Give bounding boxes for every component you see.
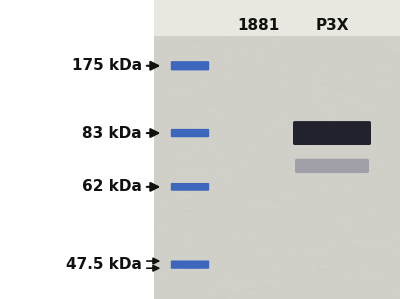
FancyBboxPatch shape — [342, 193, 358, 195]
FancyBboxPatch shape — [372, 162, 376, 164]
FancyBboxPatch shape — [245, 203, 260, 204]
FancyBboxPatch shape — [178, 170, 185, 171]
FancyBboxPatch shape — [172, 196, 175, 197]
FancyBboxPatch shape — [196, 120, 202, 121]
Text: 83 kDa: 83 kDa — [82, 126, 142, 141]
FancyBboxPatch shape — [219, 180, 233, 181]
FancyBboxPatch shape — [377, 163, 381, 164]
FancyBboxPatch shape — [390, 46, 397, 48]
Text: 1881: 1881 — [237, 18, 279, 33]
Text: P3X: P3X — [315, 18, 349, 33]
FancyBboxPatch shape — [295, 159, 369, 173]
FancyBboxPatch shape — [239, 288, 255, 290]
Text: 175 kDa: 175 kDa — [72, 58, 142, 73]
FancyBboxPatch shape — [220, 285, 232, 286]
FancyBboxPatch shape — [301, 108, 314, 110]
FancyBboxPatch shape — [341, 222, 348, 225]
FancyBboxPatch shape — [364, 278, 372, 280]
FancyBboxPatch shape — [333, 88, 347, 89]
FancyBboxPatch shape — [310, 248, 323, 251]
FancyBboxPatch shape — [167, 290, 171, 291]
FancyBboxPatch shape — [171, 260, 209, 269]
FancyBboxPatch shape — [343, 167, 346, 169]
FancyBboxPatch shape — [316, 269, 326, 271]
FancyBboxPatch shape — [157, 229, 167, 230]
FancyBboxPatch shape — [360, 243, 373, 244]
FancyBboxPatch shape — [171, 183, 209, 191]
FancyBboxPatch shape — [360, 170, 364, 172]
FancyBboxPatch shape — [391, 49, 400, 50]
FancyBboxPatch shape — [325, 119, 338, 120]
FancyBboxPatch shape — [287, 233, 296, 235]
FancyBboxPatch shape — [378, 245, 386, 247]
FancyBboxPatch shape — [165, 256, 176, 257]
FancyBboxPatch shape — [207, 149, 212, 151]
FancyBboxPatch shape — [347, 101, 362, 103]
FancyBboxPatch shape — [393, 232, 400, 233]
FancyBboxPatch shape — [309, 83, 322, 84]
FancyBboxPatch shape — [318, 41, 322, 42]
FancyBboxPatch shape — [256, 61, 260, 64]
FancyBboxPatch shape — [173, 92, 181, 94]
FancyBboxPatch shape — [187, 210, 197, 212]
FancyBboxPatch shape — [365, 238, 372, 240]
FancyBboxPatch shape — [267, 285, 272, 287]
FancyBboxPatch shape — [154, 0, 400, 36]
FancyBboxPatch shape — [356, 137, 364, 139]
Text: 62 kDa: 62 kDa — [82, 179, 142, 194]
Text: 47.5 kDa: 47.5 kDa — [66, 257, 142, 272]
FancyBboxPatch shape — [352, 198, 355, 199]
FancyBboxPatch shape — [268, 283, 278, 284]
FancyBboxPatch shape — [356, 281, 359, 282]
FancyBboxPatch shape — [249, 236, 253, 238]
FancyBboxPatch shape — [180, 195, 192, 197]
FancyBboxPatch shape — [235, 288, 247, 290]
FancyBboxPatch shape — [154, 0, 400, 299]
FancyBboxPatch shape — [219, 59, 233, 60]
FancyBboxPatch shape — [296, 291, 299, 293]
FancyBboxPatch shape — [374, 85, 386, 87]
FancyBboxPatch shape — [215, 115, 218, 117]
FancyBboxPatch shape — [187, 269, 193, 270]
FancyBboxPatch shape — [188, 91, 193, 92]
FancyBboxPatch shape — [346, 221, 350, 222]
FancyBboxPatch shape — [171, 61, 209, 70]
FancyBboxPatch shape — [274, 125, 286, 126]
FancyBboxPatch shape — [290, 252, 297, 254]
FancyBboxPatch shape — [320, 83, 333, 85]
FancyBboxPatch shape — [171, 129, 209, 137]
FancyBboxPatch shape — [241, 170, 245, 171]
FancyBboxPatch shape — [293, 121, 371, 145]
FancyBboxPatch shape — [204, 148, 208, 149]
FancyBboxPatch shape — [228, 78, 232, 80]
FancyBboxPatch shape — [355, 125, 364, 127]
FancyBboxPatch shape — [317, 294, 322, 296]
FancyBboxPatch shape — [266, 293, 275, 295]
FancyBboxPatch shape — [251, 57, 256, 58]
FancyBboxPatch shape — [272, 38, 280, 40]
